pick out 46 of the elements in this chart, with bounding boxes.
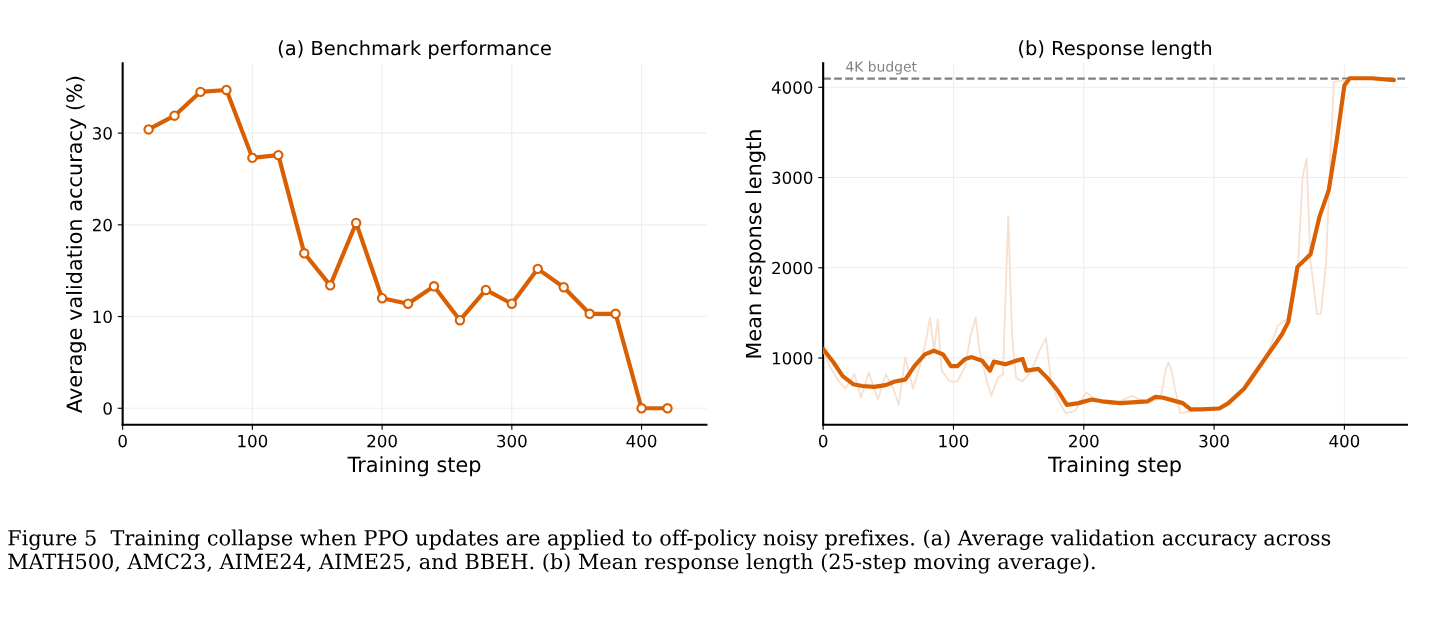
y-axis-title: Mean response length xyxy=(745,130,766,358)
point xyxy=(299,248,310,259)
point xyxy=(273,149,284,161)
x-tick-label: 100 xyxy=(939,434,969,448)
point xyxy=(376,293,388,304)
ref-line-label: 4K budget xyxy=(846,61,917,75)
x-tick-label: 200 xyxy=(1069,434,1099,448)
point xyxy=(169,110,180,121)
point xyxy=(636,403,647,414)
y-tick-label: 1000 xyxy=(772,351,813,365)
x-tick-label: 0 xyxy=(118,434,127,448)
y-tick-label: 20 xyxy=(92,218,112,232)
point xyxy=(480,284,492,296)
caption: Figure 5 Training collapse when PPO updates are applied to off-policy noisy prefixes. (a) Average validation accuracy across MATH500, AMC23, AIME24, AIME25, and BBEH. (b) Mean response length (25-step moving average). xyxy=(8,529,1331,574)
x-tick-label: 100 xyxy=(238,434,268,448)
point xyxy=(532,263,543,275)
y-tick-label: 4000 xyxy=(771,81,813,94)
y-axis-title: Average validation accuracy (%) xyxy=(66,76,87,413)
point xyxy=(428,281,440,292)
point xyxy=(402,298,414,309)
point xyxy=(662,403,673,414)
point xyxy=(506,298,518,309)
x-axis-title: Training step xyxy=(347,456,481,477)
point xyxy=(325,280,336,291)
chart-title: (b) Response length xyxy=(1019,40,1212,60)
point xyxy=(247,152,258,164)
y-tick-label: 3000 xyxy=(772,171,813,185)
chart-title: (a) Benchmark performance xyxy=(278,40,551,60)
point xyxy=(195,86,206,98)
point xyxy=(221,84,232,96)
point xyxy=(143,124,154,135)
x-tick-label: 300 xyxy=(497,434,527,448)
y-tick-label: 30 xyxy=(93,127,112,140)
y-tick-label: 10 xyxy=(93,310,112,324)
y-tick-label: 0 xyxy=(103,402,112,415)
x-tick-label: 300 xyxy=(1199,434,1229,448)
x-tick-label: 400 xyxy=(626,434,657,448)
x-tick-label: 0 xyxy=(818,434,828,448)
point xyxy=(610,308,621,319)
y-tick-label: 2000 xyxy=(772,261,813,275)
x-tick-label: 400 xyxy=(1329,434,1360,448)
x-tick-label: 200 xyxy=(367,434,397,448)
point xyxy=(558,281,569,293)
x-axis-title: Training step xyxy=(1048,456,1181,477)
point xyxy=(454,315,466,326)
point xyxy=(584,308,595,319)
